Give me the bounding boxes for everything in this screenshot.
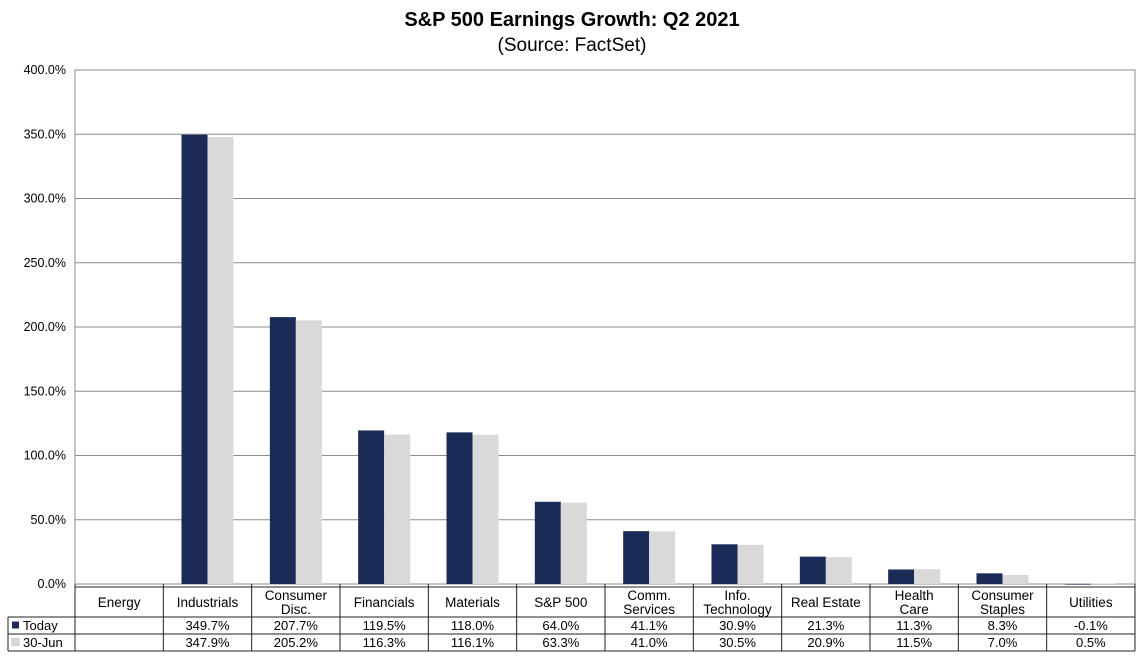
- y-tick-label: 50.0%: [31, 513, 66, 527]
- y-tick-label: 400.0%: [24, 63, 66, 77]
- bar-today: [799, 556, 826, 584]
- bar-30-jun: [295, 320, 322, 584]
- category-label: Consumer: [265, 588, 328, 603]
- legend-swatch: [12, 621, 19, 629]
- data-label: 118.0%: [451, 618, 495, 633]
- y-tick-label: 200.0%: [24, 320, 66, 334]
- data-label: 30.9%: [719, 618, 756, 633]
- category-label: Real Estate: [791, 595, 861, 610]
- y-tick-label: 100.0%: [24, 449, 66, 463]
- data-label: 116.1%: [451, 635, 495, 650]
- category-label: Comm.: [627, 588, 671, 603]
- category-label: Health: [895, 588, 934, 603]
- data-label: 116.3%: [363, 635, 407, 650]
- data-label: 41.1%: [631, 618, 668, 633]
- category-label: Disc.: [281, 602, 311, 617]
- data-label: 207.7%: [274, 618, 319, 633]
- data-label: 63.3%: [542, 635, 579, 650]
- category-label: Services: [623, 602, 675, 617]
- bar-today: [976, 573, 1003, 584]
- bar-30-jun: [1090, 583, 1117, 584]
- bar-today: [358, 430, 385, 584]
- data-label: 8.3%: [988, 618, 1018, 633]
- category-label: Financials: [354, 595, 415, 610]
- data-label: 205.2%: [274, 635, 319, 650]
- chart-subtitle: (Source: FactSet): [498, 35, 647, 56]
- legend-label: Today: [23, 618, 58, 633]
- y-tick-label: 300.0%: [24, 192, 66, 206]
- chart-title: S&P 500 Earnings Growth: Q2 2021: [404, 9, 739, 31]
- data-label: 0.5%: [1076, 635, 1106, 650]
- category-label: Energy: [98, 595, 141, 610]
- legend-label: 30-Jun: [23, 635, 63, 650]
- bar-today: [269, 317, 296, 584]
- category-label: Utilities: [1069, 595, 1113, 610]
- bar-30-jun: [560, 502, 587, 584]
- bar-30-jun: [825, 557, 852, 584]
- data-label: -0.1%: [1074, 618, 1108, 633]
- y-axis: 0.0% 50.0% 100.0% 150.0% 200.0% 250.0% 300.0% 3…: [24, 63, 66, 591]
- category-label: Technology: [703, 602, 772, 617]
- data-label: 349.7%: [185, 618, 230, 633]
- y-tick-label: 350.0%: [24, 127, 66, 141]
- bar-30-jun: [207, 136, 234, 585]
- data-label: 11.3%: [896, 618, 932, 633]
- category-label: S&P 500: [534, 595, 587, 610]
- category-label: Info.: [724, 588, 750, 603]
- bar-today: [711, 544, 738, 584]
- y-tick-label: 0.0%: [38, 577, 67, 591]
- bar-30-jun: [914, 569, 941, 584]
- data-label: 347.9%: [185, 635, 230, 650]
- data-label: 64.0%: [542, 618, 579, 633]
- category-label: Materials: [445, 595, 500, 610]
- bar-today: [534, 501, 561, 584]
- bar-30-jun: [1002, 575, 1029, 584]
- bar-30-jun: [384, 434, 411, 584]
- bars: [181, 134, 1117, 585]
- bar-today: [446, 432, 473, 584]
- data-label: 119.5%: [363, 618, 407, 633]
- y-tick-label: 250.0%: [24, 256, 66, 270]
- bar-today: [181, 134, 208, 584]
- data-label: 20.9%: [807, 635, 844, 650]
- bar-today: [623, 531, 650, 584]
- category-label: Industrials: [177, 595, 239, 610]
- legend-swatch: [11, 638, 20, 646]
- bar-30-jun: [737, 544, 764, 584]
- data-label: 41.0%: [631, 635, 668, 650]
- bar-30-jun: [649, 531, 676, 584]
- data-label: 21.3%: [807, 618, 844, 633]
- category-label: Care: [900, 602, 929, 617]
- data-label: 30.5%: [719, 635, 756, 650]
- bar-today: [888, 569, 915, 584]
- data-label: 7.0%: [988, 635, 1018, 650]
- gridlines: [74, 69, 1136, 585]
- category-label: Consumer: [971, 588, 1034, 603]
- y-tick-label: 150.0%: [24, 384, 66, 398]
- category-label: Staples: [980, 602, 1025, 617]
- data-label: 11.5%: [896, 635, 932, 650]
- bar-today: [1064, 584, 1091, 585]
- bar-30-jun: [472, 434, 499, 584]
